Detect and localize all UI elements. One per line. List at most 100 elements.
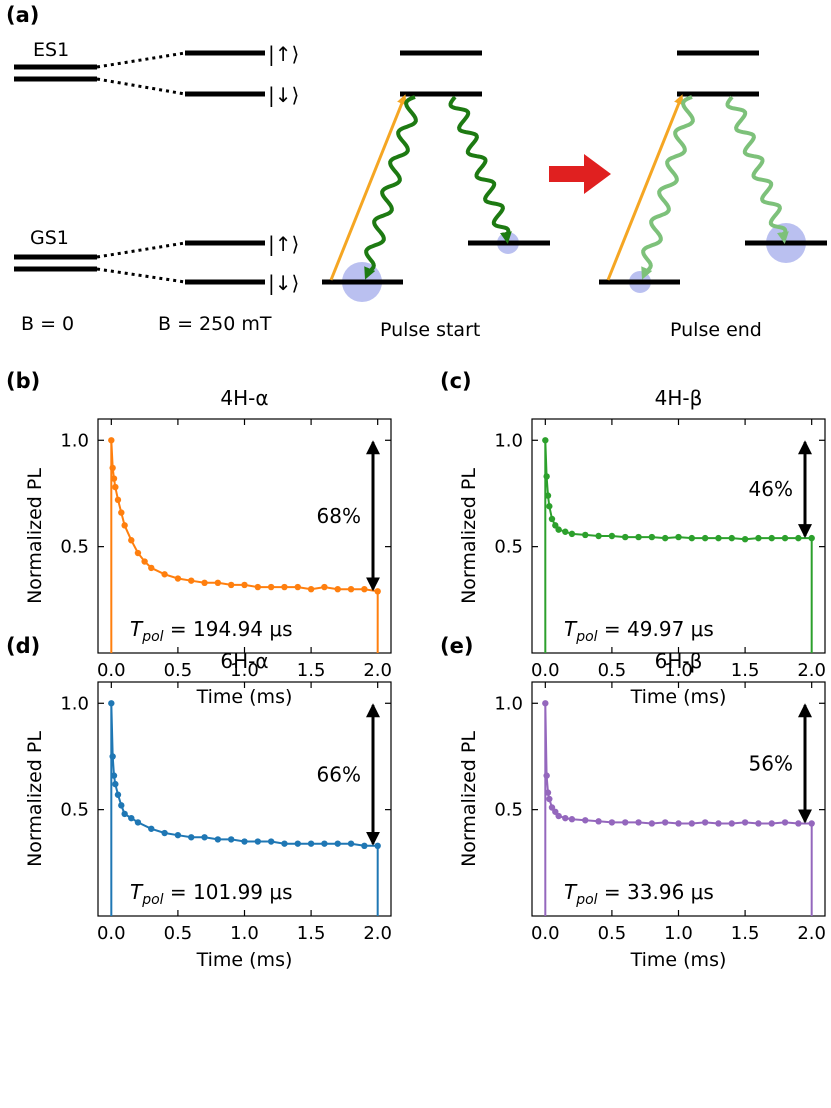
data-point <box>148 564 155 572</box>
data-point <box>755 534 762 542</box>
pulse-start-label: Pulse start <box>380 319 480 341</box>
data-point <box>622 533 629 541</box>
chart-panel: (e) 6H-β 0.0 0.5 1.0 1.5 2.0 0.5 1.0 Time (ms) Nor… <box>440 634 826 971</box>
ket-es-down: |↓⟩ <box>268 83 299 107</box>
data-point <box>347 585 355 593</box>
data-point <box>347 840 355 847</box>
data-point <box>281 840 288 847</box>
data-point <box>374 842 381 849</box>
data-point <box>715 820 722 827</box>
data-point <box>795 820 802 827</box>
y-axis-label: Normalized PL <box>458 731 480 867</box>
y-axis-label: Normalized PL <box>24 731 46 867</box>
tpol-annotation: Tpol = 33.96 μs <box>564 880 714 908</box>
data-point <box>701 534 709 542</box>
data-point <box>114 791 122 798</box>
data-point <box>555 812 562 820</box>
data-point <box>174 575 182 582</box>
x-tick-label: 1.0 <box>230 923 259 944</box>
data-point <box>555 526 562 533</box>
data-point <box>112 780 119 788</box>
data-point <box>568 816 576 823</box>
x-axis-label: Time (ms) <box>630 686 727 708</box>
x-tick-label: 0.5 <box>164 923 193 944</box>
data-point <box>675 533 682 541</box>
data-point <box>661 534 669 542</box>
x-tick-label: 2.0 <box>363 660 392 681</box>
data-point <box>546 795 553 803</box>
data-point <box>595 532 602 540</box>
zeeman-splitting-lines <box>96 51 186 284</box>
data-point <box>134 549 142 557</box>
data-point <box>361 585 368 593</box>
data-point <box>544 789 552 796</box>
data-point <box>109 753 116 760</box>
y-tick-label: 0.5 <box>60 800 89 821</box>
data-point <box>294 583 301 591</box>
panel-label: (e) <box>440 634 473 658</box>
data-point <box>112 483 119 491</box>
pl-charts: (b) 4H-α 0.0 0.5 1.0 1.5 2.0 0.5 1.0 Time (ms) Nor… <box>6 369 826 971</box>
panel-label-a: (a) <box>6 3 39 27</box>
data-point <box>254 838 262 845</box>
data-point <box>227 836 235 843</box>
data-point <box>781 819 789 826</box>
data-point <box>582 817 589 824</box>
y-tick-label: 1.0 <box>494 693 523 714</box>
gs1-label: GS1 <box>30 227 69 249</box>
x-tick-label: 2.0 <box>363 923 392 944</box>
x-tick-label: 1.0 <box>664 923 693 944</box>
x-axis-label: Time (ms) <box>196 686 293 708</box>
data-point <box>334 840 341 847</box>
y-tick-label: 0.5 <box>494 537 523 558</box>
b250-label: B = 250 mT <box>158 313 272 335</box>
data-point <box>795 534 802 542</box>
x-tick-label: 0.0 <box>97 923 126 944</box>
contrast-percent-label: 56% <box>749 751 793 775</box>
data-point <box>361 842 368 849</box>
tpol-annotation: Tpol = 101.99 μs <box>130 880 293 908</box>
data-point <box>294 840 301 847</box>
data-point <box>201 834 208 841</box>
x-tick-label: 1.5 <box>731 660 760 681</box>
data-point <box>542 437 549 444</box>
b0-label: B = 0 <box>21 313 74 335</box>
contrast-percent-label: 46% <box>749 477 793 501</box>
data-point <box>201 579 208 586</box>
ket-es-up: |↑⟩ <box>268 42 299 66</box>
data-point <box>661 819 669 826</box>
y-axis-label: Normalized PL <box>458 468 480 604</box>
x-tick-label: 0.5 <box>598 923 627 944</box>
data-point <box>134 819 142 826</box>
x-tick-label: 0.0 <box>531 660 560 681</box>
panel-label: (c) <box>440 369 472 393</box>
data-point <box>768 534 775 542</box>
data-point <box>546 503 553 510</box>
data-point <box>281 583 288 591</box>
data-point <box>307 840 315 847</box>
data-point <box>148 825 155 832</box>
x-axis-label: Time (ms) <box>196 949 293 971</box>
tpol-annotation: Tpol = 194.94 μs <box>130 617 293 645</box>
data-point <box>267 838 275 845</box>
data-point <box>808 534 815 542</box>
data-point <box>768 820 775 827</box>
emission-arrow-to-down <box>641 95 695 280</box>
data-point <box>174 831 182 839</box>
data-point <box>701 819 709 826</box>
data-point <box>141 558 148 565</box>
time-evolution-arrow <box>549 154 611 194</box>
x-tick-label: 2.0 <box>797 923 826 944</box>
data-point <box>582 531 589 539</box>
data-point <box>608 532 616 540</box>
data-point <box>108 700 115 707</box>
x-tick-label: 1.5 <box>731 923 760 944</box>
data-point <box>118 802 125 809</box>
data-point <box>374 588 381 595</box>
data-point <box>188 834 195 841</box>
x-tick-label: 2.0 <box>797 660 826 681</box>
data-point <box>543 473 550 480</box>
data-point <box>648 533 656 541</box>
data-point <box>595 818 602 825</box>
